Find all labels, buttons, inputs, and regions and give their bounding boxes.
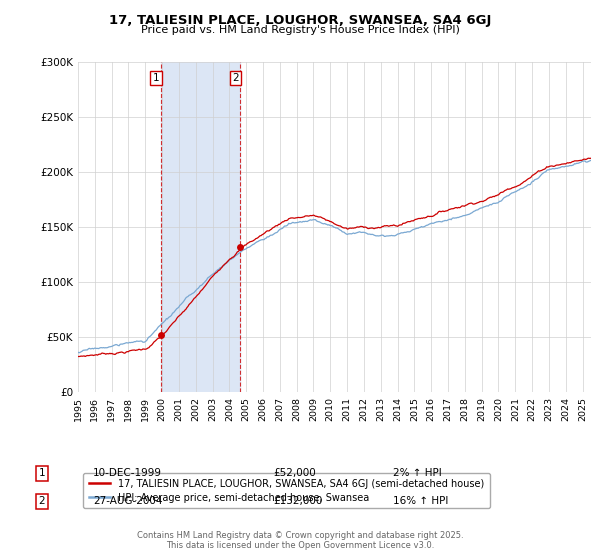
Text: 16% ↑ HPI: 16% ↑ HPI: [393, 496, 448, 506]
Text: Contains HM Land Registry data © Crown copyright and database right 2025.
This d: Contains HM Land Registry data © Crown c…: [137, 530, 463, 550]
Text: Price paid vs. HM Land Registry's House Price Index (HPI): Price paid vs. HM Land Registry's House …: [140, 25, 460, 35]
Text: £132,000: £132,000: [273, 496, 322, 506]
Bar: [161, 62, 241, 392]
Text: 2% ↑ HPI: 2% ↑ HPI: [393, 468, 442, 478]
Text: 17, TALIESIN PLACE, LOUGHOR, SWANSEA, SA4 6GJ: 17, TALIESIN PLACE, LOUGHOR, SWANSEA, SA…: [109, 14, 491, 27]
Text: 1: 1: [153, 73, 160, 83]
Text: 2: 2: [38, 496, 46, 506]
Legend: 17, TALIESIN PLACE, LOUGHOR, SWANSEA, SA4 6GJ (semi-detached house), HPI: Averag: 17, TALIESIN PLACE, LOUGHOR, SWANSEA, SA…: [83, 473, 490, 508]
Text: 27-AUG-2004: 27-AUG-2004: [93, 496, 163, 506]
Text: 2: 2: [232, 73, 239, 83]
Text: £52,000: £52,000: [273, 468, 316, 478]
Text: 1: 1: [38, 468, 46, 478]
Text: 10-DEC-1999: 10-DEC-1999: [93, 468, 162, 478]
